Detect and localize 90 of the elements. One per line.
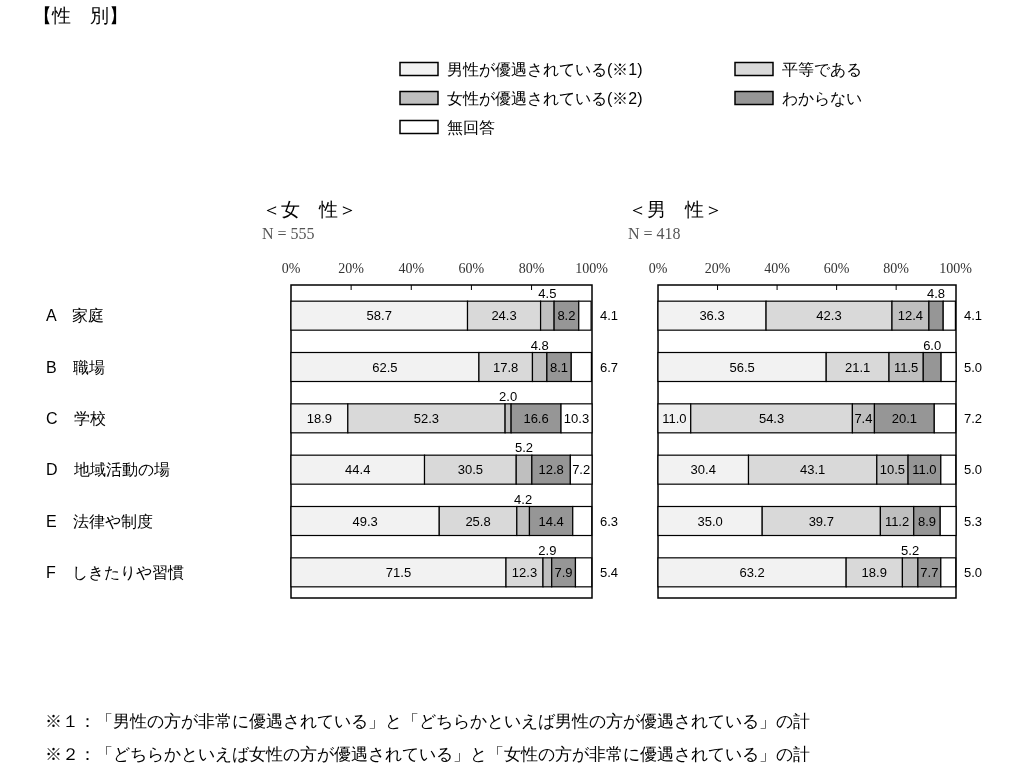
category-label: F しきたりや習慣 xyxy=(46,563,184,581)
data-label: 10.3 xyxy=(563,410,590,426)
category-label: B 職場 xyxy=(46,358,105,376)
data-label: 35.0 xyxy=(697,513,723,529)
data-label: 8.2 xyxy=(557,308,576,324)
data-label: 8.1 xyxy=(550,359,569,375)
data-label: 21.1 xyxy=(844,359,871,375)
data-label: 14.4 xyxy=(538,513,564,529)
data-label: 5.4 xyxy=(600,564,619,580)
data-label: 7.2 xyxy=(964,410,983,426)
data-label: 42.3 xyxy=(816,308,842,324)
data-label: 11.5 xyxy=(893,359,919,375)
data-label: 44.4 xyxy=(345,462,371,478)
data-label: 18.9 xyxy=(861,564,887,580)
data-label: 43.1 xyxy=(800,462,826,478)
data-label: 4.8 xyxy=(927,286,946,302)
category-label: D 地域活動の場 xyxy=(46,461,170,479)
legend-label: 無回答 xyxy=(447,118,495,136)
data-label: 8.9 xyxy=(917,513,936,529)
data-label: 11.0 xyxy=(662,410,687,426)
data-label: 39.7 xyxy=(808,513,834,529)
data-label: 7.9 xyxy=(554,564,573,580)
legend-label: 女性が優遇されている(※2) xyxy=(447,89,643,107)
x-tick-label: 0% xyxy=(648,261,668,276)
data-label: 2.9 xyxy=(538,542,557,558)
title: ＜女 性＞ xyxy=(262,199,357,220)
data-label: 5.0 xyxy=(964,462,983,478)
data-label: 63.2 xyxy=(739,564,765,580)
data-label: 5.2 xyxy=(901,542,920,558)
data-label: 20.1 xyxy=(891,410,917,426)
note: ※２：「どちらかといえば女性の方が優遇されている」と「女性の方が非常に優遇されている」の計 xyxy=(45,745,810,764)
data-label: 56.5 xyxy=(729,359,755,375)
data-label: 6.0 xyxy=(923,337,942,353)
x-tick-label: 0% xyxy=(281,261,301,276)
data-label: 4.1 xyxy=(964,308,983,324)
data-label: 6.7 xyxy=(600,359,619,375)
data-label: 7.2 xyxy=(572,462,591,478)
category-label: C 学校 xyxy=(46,409,106,427)
data-label: 17.8 xyxy=(493,359,519,375)
data-label: 11.0 xyxy=(912,462,937,478)
data-label: 30.4 xyxy=(690,462,716,478)
legend-label: 平等である xyxy=(782,60,862,78)
x-tick-label: 20% xyxy=(338,261,364,276)
data-label: 52.3 xyxy=(413,410,440,426)
data-label: 12.8 xyxy=(538,462,564,478)
data-label: 71.5 xyxy=(385,564,412,580)
data-label: 5.2 xyxy=(515,440,534,456)
data-label: 36.3 xyxy=(699,308,725,324)
data-label: 4.5 xyxy=(538,286,557,302)
heading: 【性 別】 xyxy=(33,5,128,26)
data-label: 25.8 xyxy=(465,513,491,529)
note: ※１：「男性の方が非常に優遇されている」と「どちらかといえば男性の方が優遇されている」の計 xyxy=(45,712,810,731)
x-tick-label: 40% xyxy=(764,261,790,276)
data-label: 10.5 xyxy=(879,462,906,478)
data-label: 2.0 xyxy=(499,388,518,404)
data-label: 11.2 xyxy=(884,513,910,529)
data-label: 49.3 xyxy=(352,513,378,529)
data-label: 5.3 xyxy=(964,513,983,529)
subtitle: N = 555 xyxy=(262,225,315,242)
data-label: 4.8 xyxy=(530,337,549,353)
data-label: 18.9 xyxy=(306,410,333,426)
data-label: 62.5 xyxy=(372,359,398,375)
data-label: 54.3 xyxy=(758,410,785,426)
x-tick-label: 80% xyxy=(883,261,909,276)
data-label: 7.7 xyxy=(920,564,939,580)
x-tick-label: 80% xyxy=(518,261,545,276)
x-tick-label: 40% xyxy=(398,261,425,276)
data-label: 30.5 xyxy=(457,462,483,478)
data-label: 16.6 xyxy=(523,410,549,426)
data-label: 4.1 xyxy=(600,308,619,324)
legend-label: 男性が優遇されている(※1) xyxy=(447,60,643,78)
category-label: A 家庭 xyxy=(46,307,104,325)
data-label: 7.4 xyxy=(854,410,873,426)
category-label: E 法律や制度 xyxy=(46,512,153,530)
subtitle: N = 418 xyxy=(628,225,681,242)
data-label: 5.0 xyxy=(964,564,983,580)
x-tick-label: 60% xyxy=(458,261,485,276)
x-tick-label: 100% xyxy=(939,261,973,276)
data-label: 24.3 xyxy=(491,308,517,324)
legend-label: わからない xyxy=(782,89,862,107)
x-tick-label: 20% xyxy=(704,261,731,276)
data-label: 6.3 xyxy=(600,513,619,529)
data-label: 58.7 xyxy=(366,308,392,324)
title: ＜男 性＞ xyxy=(628,199,723,220)
x-tick-label: 60% xyxy=(823,261,850,276)
x-tick-label: 100% xyxy=(575,261,609,276)
data-label: 5.0 xyxy=(964,359,983,375)
data-label: 12.3 xyxy=(511,564,538,580)
data-label: 4.2 xyxy=(514,491,533,507)
data-label: 12.4 xyxy=(897,308,924,324)
